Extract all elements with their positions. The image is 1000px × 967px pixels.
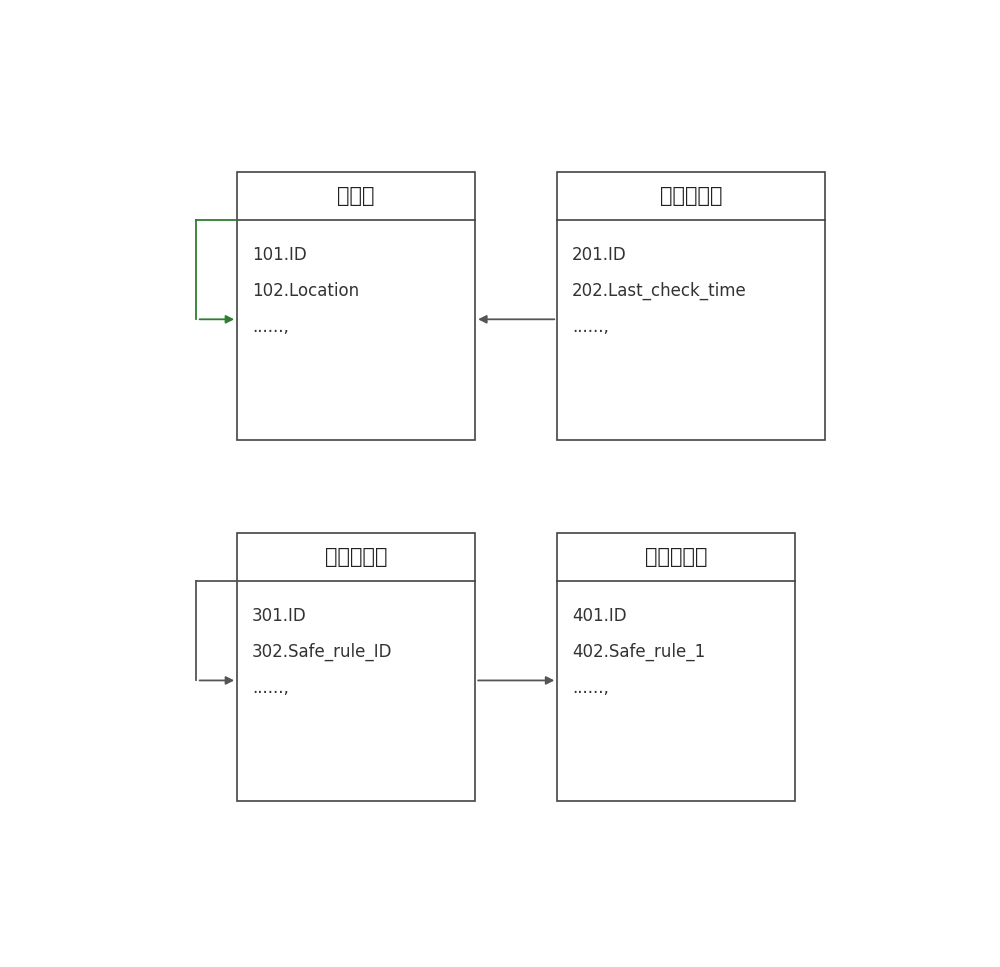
Text: 201.ID: 201.ID — [572, 247, 627, 264]
Text: 设备表: 设备表 — [337, 186, 375, 206]
Bar — [237, 172, 475, 440]
Text: 302.Safe_rule_ID: 302.Safe_rule_ID — [252, 643, 392, 661]
Text: 301.ID: 301.ID — [252, 607, 307, 626]
Bar — [237, 533, 475, 801]
Text: 402.Safe_rule_1: 402.Safe_rule_1 — [572, 643, 705, 661]
Bar — [557, 533, 795, 801]
Text: 202.Last_check_time: 202.Last_check_time — [572, 282, 747, 301]
Text: 102.Location: 102.Location — [252, 282, 359, 300]
Text: 规则关联表: 规则关联表 — [325, 547, 387, 568]
Text: 安全规则表: 安全规则表 — [645, 547, 708, 568]
Text: ......,: ......, — [252, 318, 289, 336]
Text: 101.ID: 101.ID — [252, 247, 307, 264]
Text: 401.ID: 401.ID — [572, 607, 627, 626]
Bar — [557, 172, 825, 440]
Text: 设备检查表: 设备检查表 — [660, 186, 722, 206]
Text: ......,: ......, — [252, 679, 289, 697]
Text: ......,: ......, — [572, 679, 609, 697]
Text: ......,: ......, — [572, 318, 609, 336]
